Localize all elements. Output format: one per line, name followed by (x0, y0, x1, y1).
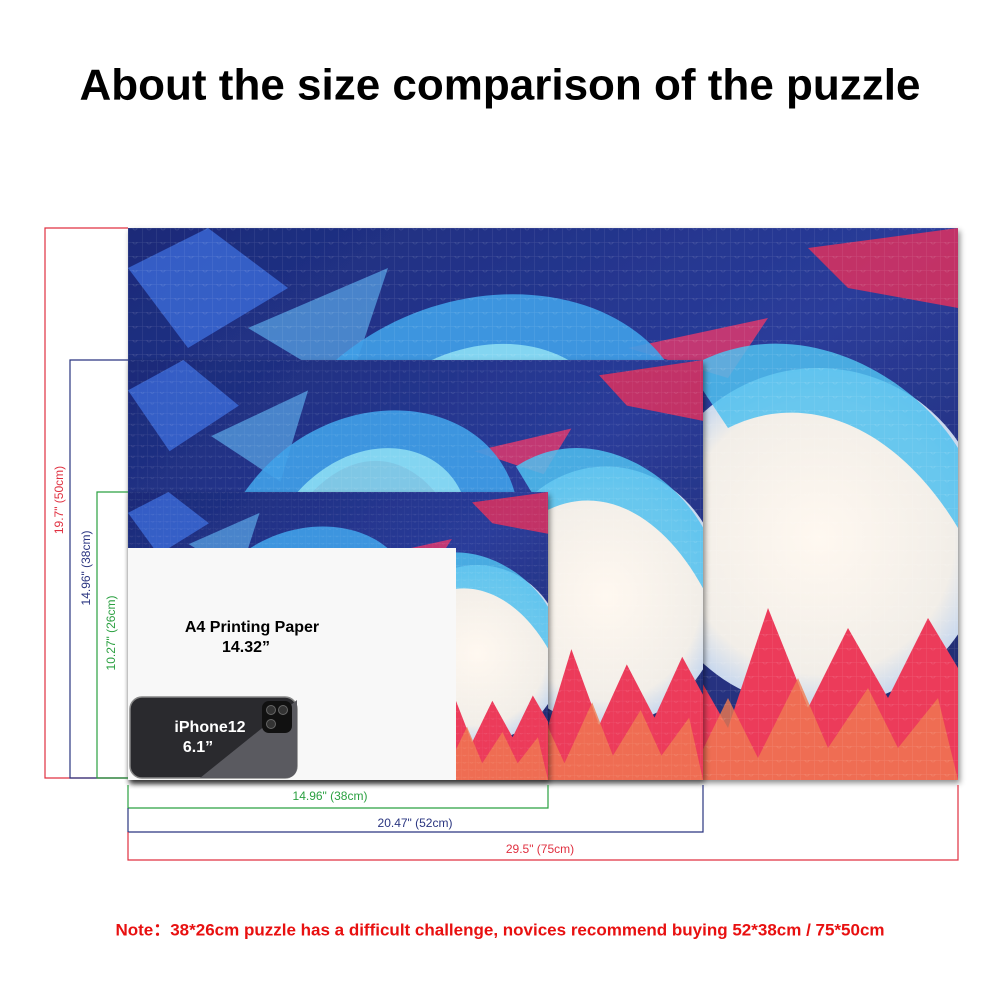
height-label: 14.96" (38cm) (79, 531, 93, 606)
phone-size: 6.1” (183, 739, 213, 756)
width-label: 20.47" (52cm) (378, 816, 453, 830)
height-label: 10.27" (26cm) (104, 596, 118, 671)
note: Note：38*26cm puzzle has a difficult chal… (115, 920, 884, 939)
phone-model: iPhone12 (174, 719, 245, 736)
title: About the size comparison of the puzzle (80, 61, 921, 110)
phone (129, 696, 298, 779)
height-label: 19.7" (50cm) (52, 466, 66, 534)
width-label: 14.96" (38cm) (293, 789, 368, 803)
paper-label: A4 Printing Paper (185, 619, 319, 636)
paper-size: 14.32” (222, 639, 270, 656)
width-label: 29.5" (75cm) (506, 842, 574, 856)
dimension-lines (44, 227, 959, 861)
